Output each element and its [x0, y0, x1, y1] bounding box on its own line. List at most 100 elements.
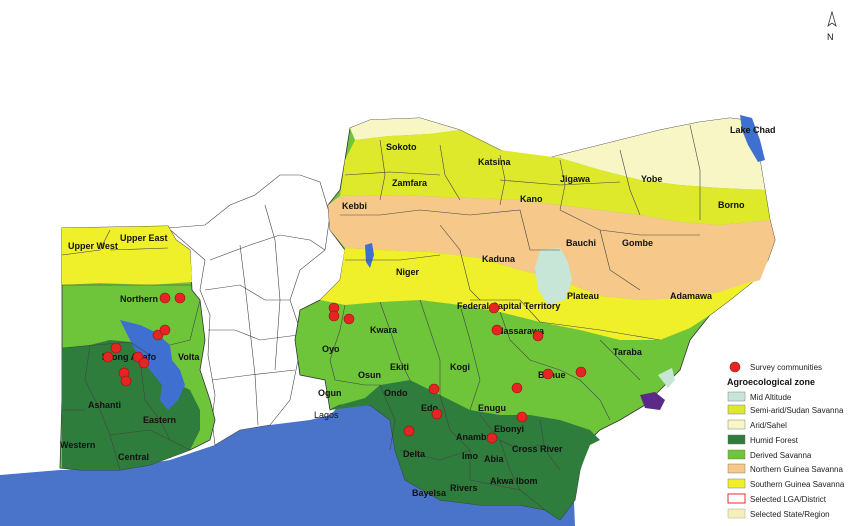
ghana-southern-guinea-zone: [62, 226, 192, 285]
north-arrow-icon: N: [827, 10, 837, 42]
label-borno: Borno: [718, 200, 745, 210]
legend-title: Agroecological zone: [727, 377, 815, 387]
label-bauchi: Bauchi: [566, 238, 596, 248]
ghana-labels: Upper East Upper West Northern Brong Aha…: [60, 233, 200, 462]
label-kebbi: Kebbi: [342, 201, 367, 211]
label-abia: Abia: [484, 454, 504, 464]
nigeria-arid-zone: [500, 118, 765, 190]
survey-point: [511, 382, 523, 394]
selected-area-purple: [640, 392, 665, 410]
legend-swatch-semi-arid: [727, 404, 746, 415]
label-bayelsa: Bayelsa: [412, 488, 447, 498]
survey-point: [575, 366, 587, 378]
survey-point: [159, 292, 171, 304]
label-central: Central: [118, 452, 149, 462]
survey-point: [488, 302, 500, 314]
label-plateau: Plateau: [567, 291, 599, 301]
survey-point: [516, 411, 528, 423]
label-lake-chad: Lake Chad: [730, 125, 776, 135]
nigeria-arid-strip: [350, 118, 460, 140]
label-yobe: Yobe: [641, 174, 662, 184]
legend-swatch-selected-state: [727, 508, 746, 519]
label-akwa-ibom: Akwa Ibom: [490, 476, 538, 486]
survey-point: [120, 375, 132, 387]
label-upper-east: Upper East: [120, 233, 168, 243]
legend-swatch-northern-guinea: [727, 463, 746, 474]
survey-point: [159, 324, 171, 336]
label-ekiti: Ekiti: [390, 362, 409, 372]
label-kano: Kano: [520, 194, 543, 204]
legend-swatch-southern-guinea: [727, 478, 746, 489]
label-western: Western: [60, 440, 95, 450]
survey-point: [486, 432, 498, 444]
legend-label-southern-guinea: Southern Guinea Savanna: [750, 480, 845, 489]
label-volta: Volta: [178, 352, 200, 362]
svg-text:N: N: [827, 32, 834, 42]
nigeria-southern-guinea-zone: [320, 248, 755, 340]
legend-label-selected-lga: Selected LGA/District: [750, 495, 827, 504]
survey-point: [110, 342, 122, 354]
label-adamawa: Adamawa: [670, 291, 713, 301]
survey-point: [403, 425, 415, 437]
survey-point: [174, 292, 186, 304]
label-cross-river: Cross River: [512, 444, 563, 454]
label-nassarawa: Nassarawa: [497, 326, 545, 336]
label-ogun: Ogun: [318, 388, 342, 398]
label-oyo: Oyo: [322, 344, 340, 354]
legend-survey-swatch: [729, 361, 741, 373]
label-northern: Northern: [120, 294, 158, 304]
survey-communities: [102, 292, 587, 444]
label-kwara: Kwara: [370, 325, 398, 335]
legend-label-northern-guinea: Northern Guinea Savanna: [750, 465, 844, 474]
legend-swatch-selected-lga: [727, 493, 746, 504]
survey-point: [491, 324, 503, 336]
label-ashanti: Ashanti: [88, 400, 121, 410]
label-gombe: Gombe: [622, 238, 653, 248]
label-rivers: Rivers: [450, 483, 478, 493]
legend-survey-label: Survey communities: [750, 363, 822, 372]
legend-swatch-mid-altitude: [727, 391, 746, 402]
label-upper-west: Upper West: [68, 241, 118, 251]
legend-swatch-derived-savanna: [727, 449, 746, 460]
label-sokoto: Sokoto: [386, 142, 417, 152]
label-enugu: Enugu: [478, 403, 506, 413]
legend-label-selected-state: Selected State/Region: [750, 510, 830, 519]
survey-point: [428, 383, 440, 395]
nigeria-humid-forest-zone: [330, 380, 600, 520]
survey-point: [542, 368, 554, 380]
kainji-lake: [365, 243, 374, 268]
label-anambra: Anambra: [456, 432, 496, 442]
country-borders: [167, 174, 331, 446]
legend-label-mid-altitude: Mid Altitude: [750, 393, 792, 402]
label-niger: Niger: [396, 267, 420, 277]
label-katsina: Katsina: [478, 157, 512, 167]
label-fct: Federal Capital Territory: [457, 301, 560, 311]
legend-label-arid: Arid/Sahel: [750, 421, 787, 430]
label-zamfara: Zamfara: [392, 178, 428, 188]
label-imo: Imo: [462, 451, 479, 461]
volta-lake: [120, 320, 185, 410]
nigeria-northern-guinea-zone: [328, 195, 775, 300]
legend-label-semi-arid: Semi-arid/Sudan Savanna: [750, 406, 844, 415]
legend-swatch-arid: [727, 419, 746, 430]
legend-label-derived-savanna: Derived Savanna: [750, 451, 812, 460]
survey-point: [328, 310, 340, 322]
label-jigawa: Jigawa: [560, 174, 591, 184]
nigeria-labels: Sokoto Katsina Zamfara Jigawa Yobe Kano …: [314, 125, 776, 498]
label-edo: Edo: [421, 403, 439, 413]
nigeria-sudan-savanna-zone: [340, 130, 770, 225]
legend-swatch-humid-forest: [727, 434, 746, 445]
label-brong-ahafo: Brong Ahafo: [102, 352, 157, 362]
survey-point: [532, 330, 544, 342]
survey-point: [102, 351, 114, 363]
legend-label-humid-forest: Humid Forest: [750, 436, 799, 445]
label-ondo: Ondo: [384, 388, 408, 398]
label-osun: Osun: [358, 370, 381, 380]
label-kogi: Kogi: [450, 362, 470, 372]
survey-point: [343, 313, 355, 325]
survey-point: [138, 357, 150, 369]
legend: Survey communities Agroecological zone M…: [727, 361, 845, 519]
label-taraba: Taraba: [613, 347, 643, 357]
